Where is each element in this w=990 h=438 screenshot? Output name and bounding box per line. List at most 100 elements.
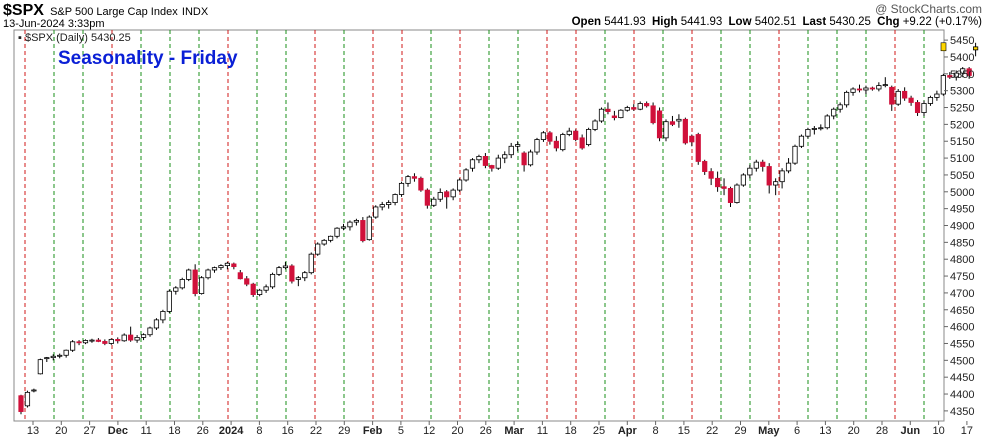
y-tick-label: 4550 [950,338,974,350]
y-tick-label: 5450 [950,35,974,47]
candle-body [889,86,895,105]
symbol-name: S&P 500 Large Cap Index [50,6,178,18]
candle-body [95,339,101,342]
candle-body [682,118,688,144]
x-tick-label: 18 [565,425,577,437]
open-value: 5441.93 [604,16,646,28]
candle-body [779,170,785,183]
candle-body [431,198,437,206]
candle-body [650,105,656,124]
y-tick-label: 5250 [950,103,974,115]
plot-area [13,29,945,422]
x-tick-label: 13 [819,425,831,437]
last-value: 5430.25 [829,16,871,28]
candle-body [295,277,301,280]
candle-body [37,359,43,375]
quote-strip: Open 5441.93 High 5441.93 Low 5402.51 La… [572,16,982,28]
high-value: 5441.93 [680,16,723,28]
candle-body [960,68,966,74]
candle-body [224,262,230,267]
candle-body [547,132,553,142]
candle-body [398,182,405,195]
x-tick-label: Dec [108,425,128,437]
x-tick-label: 26 [480,425,492,437]
candle-body [708,171,714,179]
last-label: Last [802,16,827,28]
y-tick-label: 5050 [950,170,974,182]
x-tick-label: 8 [256,425,262,437]
friday-lines [24,30,925,421]
candle-body [379,204,385,208]
symbol[interactable]: $SPX [3,2,44,19]
x-tick-label: 2024 [219,425,244,437]
candle-body [405,176,411,184]
x-tick-label: 25 [593,425,605,437]
candle-body [386,202,392,206]
low-label: Low [728,16,752,28]
candle-body [611,115,618,119]
candle-body [798,135,805,147]
y-axis: 4350 4400 4450 4500 4550 4600 4650 4700 4750 4800… [944,35,974,418]
candle-body [353,220,360,223]
candle-body [534,139,540,153]
candle-body [76,341,82,344]
candle-body [592,120,598,130]
candle-body [437,192,443,200]
x-tick-label: 15 [678,425,690,437]
candle-body [70,341,76,351]
candle-body [469,159,476,169]
candle-body [973,46,979,51]
candle-body [411,176,418,179]
candle-body [444,191,450,198]
y-tick-label: 5150 [950,136,974,148]
candle-body [63,349,69,356]
candle-body [624,107,630,111]
candle-body [250,283,256,295]
candle-body [831,108,837,117]
candle-body [566,130,572,135]
candle-body [263,286,269,291]
candle-body [598,108,605,122]
candle-body [334,227,340,237]
candle-body [953,72,959,78]
y-tick-label: 5100 [950,153,974,165]
candle-body [315,243,321,255]
x-tick-label: 6 [794,425,800,437]
candle-body [179,279,185,289]
high-label: High [651,16,678,28]
x-tick-label: 20 [848,425,860,437]
candle-body [882,84,888,87]
candle-body [631,107,637,110]
candle-body [108,339,114,344]
candle-body [166,290,172,312]
candle-body [869,87,876,90]
candle-body [895,90,901,105]
candle-body [695,134,701,162]
candle-body [82,340,89,344]
candle-body [902,90,908,99]
candle-body [198,277,205,294]
candle-body [521,152,527,166]
candle-body [31,389,37,392]
candle-body [734,184,740,203]
y-tick-label: 4750 [950,271,974,283]
candle-body [753,161,759,169]
last-price-marker [940,42,947,52]
x-tick-label: 22 [310,425,322,437]
y-tick-label: 5300 [950,86,974,98]
candles [18,42,979,415]
chg-label: Chg [877,16,900,28]
candle-body [282,265,289,269]
candle-body [824,115,830,129]
candle-body [218,265,224,269]
candle-body [424,189,430,206]
x-tick-label: 26 [197,425,209,437]
candle-body [586,129,592,146]
candle-body [656,110,663,139]
candle-body [644,103,650,107]
candle-body [540,132,547,140]
candle-body [57,354,63,357]
candle-body [24,391,31,407]
candle-body [418,177,424,191]
